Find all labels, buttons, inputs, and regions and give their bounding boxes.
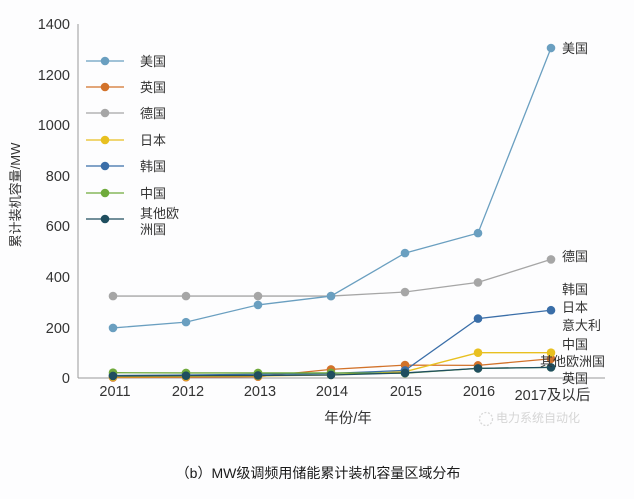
svg-text:德国: 德国 — [140, 106, 166, 121]
svg-text:美国: 美国 — [562, 41, 588, 56]
svg-text:其他欧: 其他欧 — [140, 206, 179, 221]
svg-text:日本: 日本 — [140, 133, 166, 148]
svg-text:美国: 美国 — [140, 54, 166, 69]
svg-text:日本: 日本 — [562, 300, 588, 315]
svg-text:英国: 英国 — [562, 371, 588, 386]
svg-text:德国: 德国 — [562, 249, 588, 264]
svg-text:意大利: 意大利 — [562, 318, 601, 333]
svg-text:中国: 中国 — [140, 186, 166, 201]
svg-text:中国: 中国 — [562, 337, 588, 352]
svg-text:韩国: 韩国 — [140, 159, 166, 174]
svg-text:韩国: 韩国 — [562, 282, 588, 297]
svg-text:其他欧洲国: 其他欧洲国 — [540, 354, 605, 369]
svg-text:英国: 英国 — [140, 80, 166, 95]
svg-text:洲国: 洲国 — [140, 222, 166, 237]
